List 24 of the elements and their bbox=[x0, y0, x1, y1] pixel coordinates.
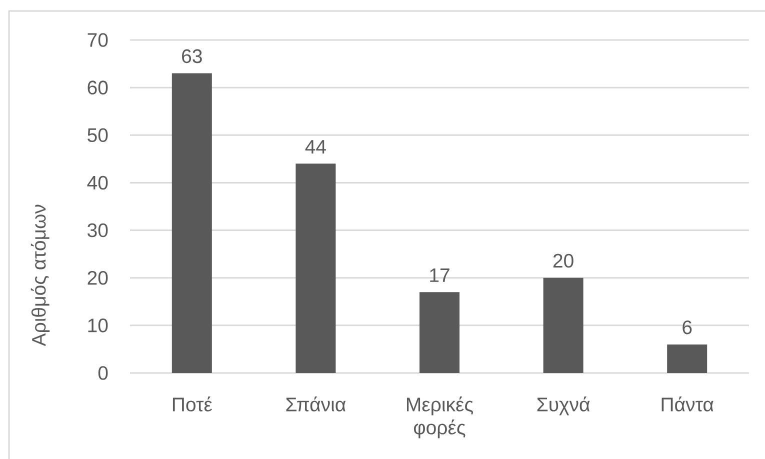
x-tick-label: Μερικές φορές bbox=[406, 396, 474, 438]
x-tick-label: Πάντα bbox=[662, 396, 714, 412]
x-tick-label: Ποτέ bbox=[172, 396, 212, 412]
data-label: 44 bbox=[305, 140, 326, 154]
y-tick-label: 20 bbox=[88, 270, 108, 285]
bar bbox=[172, 73, 212, 373]
bar bbox=[296, 164, 336, 373]
bar bbox=[420, 292, 460, 373]
y-axis-title: Αριθμός ατόμων bbox=[30, 204, 50, 346]
y-tick-label: 40 bbox=[87, 176, 108, 190]
x-tick-label: Συχνά bbox=[537, 396, 590, 416]
y-tick-label: 60 bbox=[88, 80, 108, 94]
x-tick-label: Σπάνια bbox=[286, 396, 346, 412]
data-label: 63 bbox=[182, 49, 202, 64]
y-tick-label: 10 bbox=[88, 318, 108, 332]
data-label: 20 bbox=[553, 254, 574, 268]
data-label: 6 bbox=[682, 320, 692, 334]
data-label: 17 bbox=[430, 268, 450, 282]
y-tick-label: 50 bbox=[88, 128, 108, 142]
y-tick-label: 30 bbox=[88, 223, 108, 238]
bar bbox=[667, 344, 708, 373]
bar bbox=[543, 278, 584, 373]
y-tick-label: 0 bbox=[98, 366, 108, 380]
y-tick-label: 70 bbox=[88, 33, 108, 47]
